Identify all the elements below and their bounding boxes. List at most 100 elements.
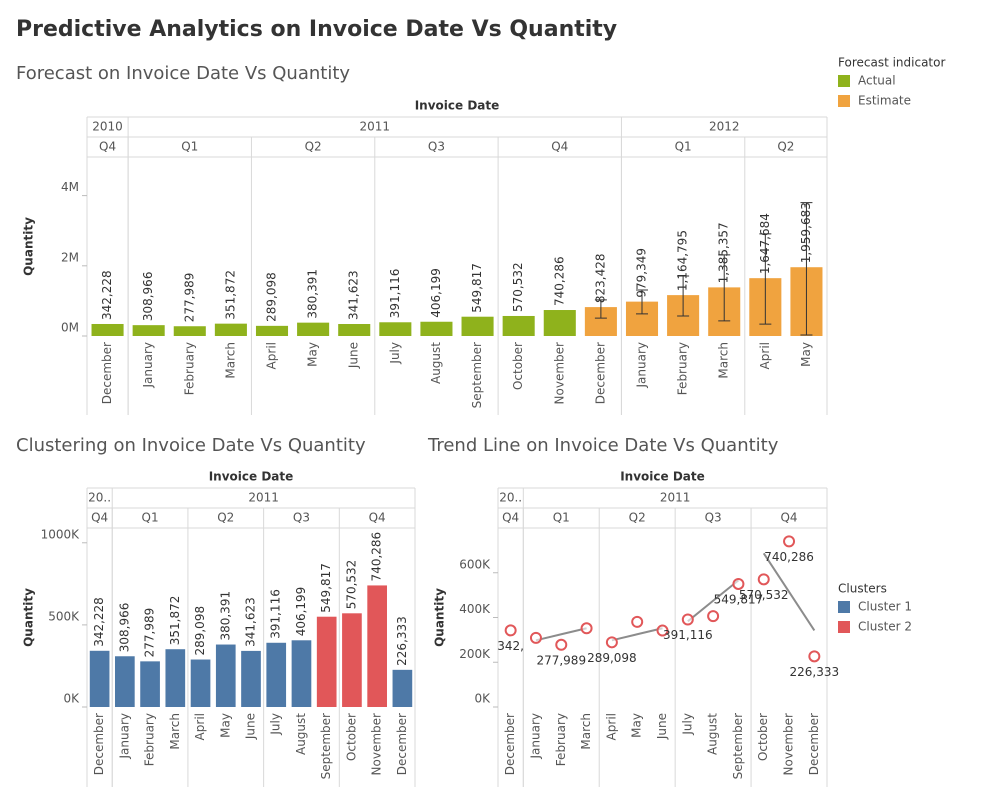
year-label: 2011 bbox=[360, 120, 391, 134]
value-label: 277,989 bbox=[536, 653, 586, 667]
quarter-label: Q2 bbox=[777, 140, 794, 154]
bar bbox=[190, 659, 211, 707]
bar bbox=[266, 642, 287, 707]
value-label: 1,647,684 bbox=[758, 213, 772, 274]
value-label: 823,428 bbox=[593, 253, 607, 303]
value-label: 1,164,795 bbox=[676, 230, 690, 291]
x-tick-label: January bbox=[141, 342, 155, 389]
x-tick-label: November bbox=[370, 713, 384, 775]
error-bar bbox=[759, 233, 772, 325]
bar bbox=[132, 325, 165, 336]
y-tick-label: 500K bbox=[48, 609, 80, 623]
x-tick-label: July bbox=[269, 713, 283, 736]
bar bbox=[255, 325, 289, 336]
legend-label: Estimate bbox=[858, 94, 911, 108]
quarter-label: Q4 bbox=[99, 140, 116, 154]
bar bbox=[502, 315, 535, 336]
chart-title: Trend Line on Invoice Date Vs Quantity bbox=[427, 435, 779, 456]
error-bar bbox=[594, 299, 607, 319]
point bbox=[555, 638, 568, 651]
quarter-label: Q2 bbox=[629, 511, 646, 525]
legend-swatch bbox=[838, 95, 850, 107]
x-tick-label: December bbox=[807, 713, 821, 775]
bar bbox=[91, 323, 124, 336]
value-label: 391,116 bbox=[663, 628, 713, 642]
value-label: 342, bbox=[497, 639, 524, 653]
bar bbox=[338, 324, 371, 336]
x-tick-label: April bbox=[193, 713, 207, 740]
y-axis-title: Quantity bbox=[22, 588, 36, 647]
x-axis-title: Invoice Date bbox=[620, 470, 705, 484]
quarter-label: Q4 bbox=[502, 511, 519, 525]
value-label: 341,623 bbox=[347, 270, 361, 320]
legend-title: Clusters bbox=[838, 582, 887, 596]
trend-line bbox=[762, 552, 816, 632]
quarter-label: Q1 bbox=[181, 140, 198, 154]
x-tick-label: December bbox=[503, 713, 517, 775]
quarter-label: Q3 bbox=[428, 140, 445, 154]
x-tick-label: September bbox=[470, 342, 484, 408]
bar bbox=[379, 322, 412, 336]
bar bbox=[367, 585, 387, 707]
bar bbox=[392, 669, 413, 707]
point bbox=[504, 624, 517, 637]
value-label: 351,872 bbox=[223, 270, 237, 320]
legend-swatch bbox=[838, 621, 850, 633]
point bbox=[681, 613, 694, 626]
legend-label: Cluster 1 bbox=[858, 600, 912, 614]
x-tick-label: June bbox=[244, 713, 258, 740]
trend-line bbox=[535, 627, 587, 642]
x-tick-label: December bbox=[100, 342, 114, 404]
x-tick-label: January bbox=[635, 342, 649, 389]
value-label: 380,391 bbox=[306, 269, 320, 319]
y-tick-label: 0K bbox=[63, 692, 80, 706]
chart-title: Clustering on Invoice Date Vs Quantity bbox=[16, 435, 366, 456]
value-label: 549,817 bbox=[319, 563, 333, 613]
value-label: 308,966 bbox=[117, 603, 131, 653]
value-label: 740,286 bbox=[764, 550, 814, 564]
point bbox=[631, 615, 644, 628]
x-tick-label: September bbox=[319, 713, 333, 779]
point bbox=[656, 624, 669, 637]
value-label: 277,989 bbox=[182, 273, 196, 323]
value-label: 1,385,357 bbox=[717, 222, 731, 283]
year-label: 2011 bbox=[248, 491, 279, 505]
y-tick-label: 0K bbox=[474, 692, 491, 706]
year-label: 20.. bbox=[88, 491, 111, 505]
bar bbox=[89, 650, 110, 707]
quarter-label: Q3 bbox=[705, 511, 722, 525]
value-label: 740,286 bbox=[552, 256, 566, 306]
value-label: 391,116 bbox=[388, 269, 402, 319]
y-tick-label: 0M bbox=[61, 321, 79, 335]
value-label: 406,199 bbox=[429, 268, 443, 318]
quarter-label: Q2 bbox=[305, 140, 322, 154]
x-tick-label: April bbox=[758, 342, 772, 369]
chart-title: Forecast on Invoice Date Vs Quantity bbox=[16, 63, 350, 84]
x-tick-label: May bbox=[218, 713, 232, 738]
x-axis-title: Invoice Date bbox=[209, 470, 294, 484]
x-tick-label: August bbox=[429, 342, 443, 384]
value-label: 570,532 bbox=[739, 588, 789, 602]
value-label: 979,349 bbox=[635, 248, 649, 298]
x-tick-label: May bbox=[630, 713, 644, 738]
x-tick-label: April bbox=[604, 713, 618, 740]
point bbox=[580, 622, 593, 635]
point bbox=[808, 650, 821, 663]
x-tick-label: June bbox=[347, 342, 361, 369]
quarter-label: Q2 bbox=[217, 511, 234, 525]
x-tick-label: February bbox=[676, 342, 690, 395]
x-tick-label: May bbox=[799, 342, 813, 367]
legend-label: Cluster 2 bbox=[858, 620, 912, 634]
x-tick-label: November bbox=[552, 342, 566, 404]
value-label: 308,966 bbox=[141, 272, 155, 322]
value-label: 549,817 bbox=[714, 592, 764, 606]
x-tick-label: May bbox=[306, 342, 320, 367]
x-tick-label: June bbox=[655, 713, 669, 740]
year-label: 2010 bbox=[92, 120, 123, 134]
value-label: 391,116 bbox=[269, 589, 283, 639]
x-tick-label: January bbox=[528, 713, 542, 760]
bar bbox=[215, 644, 236, 707]
y-tick-label: 1000K bbox=[41, 527, 81, 541]
quarter-label: Q4 bbox=[91, 511, 108, 525]
